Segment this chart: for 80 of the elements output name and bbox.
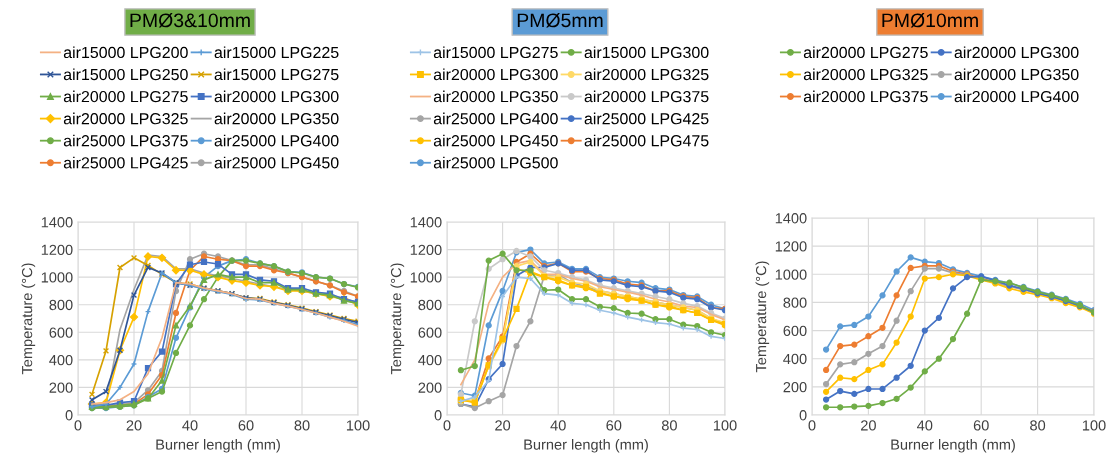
- y-tick-label: 200: [49, 382, 73, 393]
- y-tick-label: 1400: [775, 213, 807, 224]
- legend-label: air25000 LPG450: [433, 134, 558, 147]
- y-tick-label: 800: [49, 299, 73, 311]
- legend-label: air15000 LPG225: [214, 46, 339, 59]
- y-tick-label: 200: [418, 382, 442, 393]
- x-tick-label: 80: [1030, 420, 1046, 431]
- legend-label: air20000 LPG275: [803, 46, 928, 59]
- legend-label: air20000 LPG300: [214, 90, 339, 103]
- legend-label: air20000 LPG325: [63, 112, 188, 125]
- chart-title: PMØ3&10mm: [130, 13, 250, 28]
- legend-label: air25000 LPG500: [433, 156, 558, 169]
- legend-label: air25000 LPG475: [584, 134, 709, 147]
- y-axis-title: Temperature (°C): [755, 261, 770, 373]
- x-tick-label: 80: [661, 420, 677, 431]
- x-tick-label: 100: [713, 420, 737, 431]
- y-tick-label: 1400: [41, 217, 73, 228]
- x-tick-label: 20: [126, 420, 142, 431]
- y-axis-title: Temperature (°C): [390, 263, 405, 375]
- legend-label: air25000 LPG375: [63, 134, 188, 147]
- x-tick-label: 20: [495, 420, 511, 431]
- y-tick-label: 0: [799, 410, 807, 421]
- x-tick-label: 0: [808, 420, 816, 431]
- x-tick-label: 40: [550, 420, 566, 431]
- legend-label: air20000 LPG375: [803, 90, 928, 103]
- y-tick-label: 1000: [410, 272, 442, 283]
- legend-label: air20000 LPG375: [584, 90, 709, 103]
- x-tick-label: 60: [973, 420, 989, 431]
- y-tick-label: 400: [418, 354, 442, 366]
- x-tick-label: 100: [346, 420, 370, 431]
- x-tick-label: 0: [74, 420, 82, 431]
- y-tick-label: 800: [418, 299, 442, 311]
- x-tick-label: 40: [182, 420, 198, 431]
- x-axis-title: Burner length (mm): [891, 439, 1015, 453]
- chart-title: PMØ5mm: [517, 13, 603, 28]
- x-axis-title: Burner length (mm): [156, 439, 280, 453]
- y-tick-label: 400: [783, 353, 807, 365]
- legend-label: air20000 LPG325: [803, 68, 928, 81]
- legend-label: air25000 LPG450: [214, 156, 339, 169]
- legend-label: air15000 LPG300: [584, 46, 709, 59]
- legend-label: air20000 LPG350: [954, 68, 1079, 81]
- legend-label: air20000 LPG300: [954, 46, 1079, 59]
- x-tick-label: 60: [606, 420, 622, 431]
- y-tick-label: 600: [783, 325, 807, 336]
- legend-label: air15000 LPG200: [63, 46, 188, 59]
- y-tick-label: 1400: [410, 217, 442, 228]
- y-tick-label: 800: [783, 297, 807, 308]
- y-tick-label: 1200: [775, 241, 807, 252]
- chart-title: PMØ10mm: [882, 13, 978, 28]
- legend-label: air20000 LPG350: [433, 90, 558, 103]
- y-axis-title: Temperature (°C): [21, 263, 36, 375]
- y-tick-label: 1000: [775, 269, 807, 280]
- y-tick-label: 200: [783, 381, 807, 393]
- legend-label: air20000 LPG350: [214, 112, 339, 125]
- y-tick-label: 1000: [41, 272, 73, 283]
- legend-label: air15000 LPG275: [433, 46, 558, 59]
- legend-label: air15000 LPG275: [214, 68, 339, 81]
- y-tick-label: 400: [49, 354, 73, 366]
- legend-label: air25000 LPG400: [214, 134, 339, 147]
- x-tick-label: 40: [917, 420, 933, 431]
- legend-label: air20000 LPG325: [584, 68, 709, 81]
- x-tick-label: 100: [1082, 420, 1106, 431]
- legend-label: air20000 LPG400: [954, 90, 1079, 103]
- legend-label: air20000 LPG275: [63, 90, 188, 103]
- y-tick-label: 1200: [410, 244, 442, 255]
- legend-label: air25000 LPG425: [584, 112, 709, 125]
- y-tick-label: 0: [434, 410, 442, 421]
- y-tick-label: 0: [65, 410, 73, 421]
- y-tick-label: 1200: [41, 244, 73, 255]
- legend-label: air25000 LPG400: [433, 112, 558, 125]
- legend-label: air25000 LPG425: [63, 156, 188, 169]
- x-axis-title: Burner length (mm): [524, 439, 648, 453]
- y-tick-label: 600: [49, 327, 73, 338]
- x-tick-label: 20: [861, 420, 876, 431]
- legend-label: air15000 LPG250: [63, 68, 188, 81]
- legend-label: air20000 LPG300: [433, 68, 558, 81]
- x-tick-label: 80: [294, 420, 310, 431]
- x-tick-label: 0: [443, 420, 451, 431]
- x-tick-label: 60: [238, 420, 254, 431]
- y-tick-label: 600: [418, 327, 442, 338]
